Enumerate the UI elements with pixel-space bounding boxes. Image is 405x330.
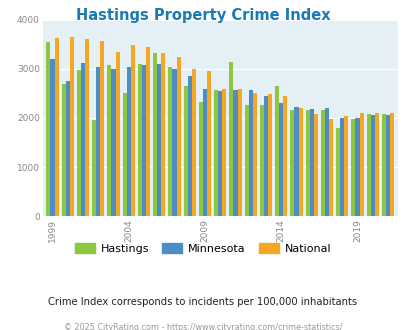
Bar xyxy=(275,86,279,216)
Bar xyxy=(385,115,389,216)
Bar xyxy=(202,88,207,216)
Bar xyxy=(138,64,142,216)
Bar xyxy=(153,53,157,216)
Bar xyxy=(374,113,378,216)
Bar xyxy=(233,90,237,216)
Bar xyxy=(142,65,146,216)
Bar xyxy=(359,113,363,216)
Text: © 2025 CityRating.com - https://www.cityrating.com/crime-statistics/: © 2025 CityRating.com - https://www.city… xyxy=(64,323,341,330)
Bar xyxy=(370,115,374,216)
Bar xyxy=(92,120,96,216)
Bar xyxy=(46,42,50,216)
Bar xyxy=(298,108,302,216)
Bar xyxy=(111,69,115,216)
Bar xyxy=(157,64,161,216)
Text: Crime Index corresponds to incidents per 100,000 inhabitants: Crime Index corresponds to incidents per… xyxy=(48,297,357,307)
Bar xyxy=(279,103,283,216)
Bar xyxy=(115,52,119,216)
Bar xyxy=(381,114,385,216)
Bar xyxy=(191,69,196,216)
Bar xyxy=(267,94,271,216)
Bar xyxy=(107,65,111,216)
Bar xyxy=(305,110,309,216)
Bar xyxy=(66,81,70,216)
Bar xyxy=(85,39,89,216)
Bar xyxy=(283,96,287,216)
Bar xyxy=(343,115,347,216)
Bar xyxy=(207,71,211,216)
Bar xyxy=(294,107,298,216)
Bar xyxy=(187,76,191,216)
Bar xyxy=(366,114,370,216)
Bar xyxy=(161,53,165,216)
Bar xyxy=(77,70,81,216)
Bar xyxy=(290,110,294,216)
Bar xyxy=(122,93,126,216)
Bar xyxy=(70,38,74,216)
Bar xyxy=(96,67,100,216)
Bar xyxy=(100,41,104,216)
Bar xyxy=(130,45,134,216)
Bar xyxy=(354,118,359,216)
Bar xyxy=(217,91,222,216)
Bar xyxy=(183,86,187,216)
Bar xyxy=(172,69,176,216)
Bar xyxy=(237,88,241,216)
Bar xyxy=(213,90,217,216)
Bar xyxy=(54,39,59,216)
Bar xyxy=(328,119,333,216)
Bar xyxy=(176,57,180,216)
Bar xyxy=(263,96,267,216)
Legend: Hastings, Minnesota, National: Hastings, Minnesota, National xyxy=(70,239,335,258)
Bar xyxy=(252,93,256,216)
Bar xyxy=(324,108,328,216)
Bar xyxy=(146,47,150,216)
Bar xyxy=(350,119,354,216)
Bar xyxy=(62,83,66,216)
Bar xyxy=(320,110,324,216)
Bar xyxy=(309,109,313,216)
Bar xyxy=(222,88,226,216)
Bar xyxy=(259,105,263,216)
Bar xyxy=(229,61,233,216)
Bar xyxy=(339,118,343,216)
Bar xyxy=(126,67,130,216)
Bar xyxy=(244,105,248,216)
Bar xyxy=(248,90,252,216)
Bar xyxy=(389,113,393,216)
Bar xyxy=(335,128,339,216)
Bar xyxy=(168,67,172,216)
Bar xyxy=(81,63,85,216)
Text: Hastings Property Crime Index: Hastings Property Crime Index xyxy=(75,8,330,23)
Bar xyxy=(50,59,54,216)
Bar xyxy=(313,114,317,216)
Bar xyxy=(198,102,202,216)
